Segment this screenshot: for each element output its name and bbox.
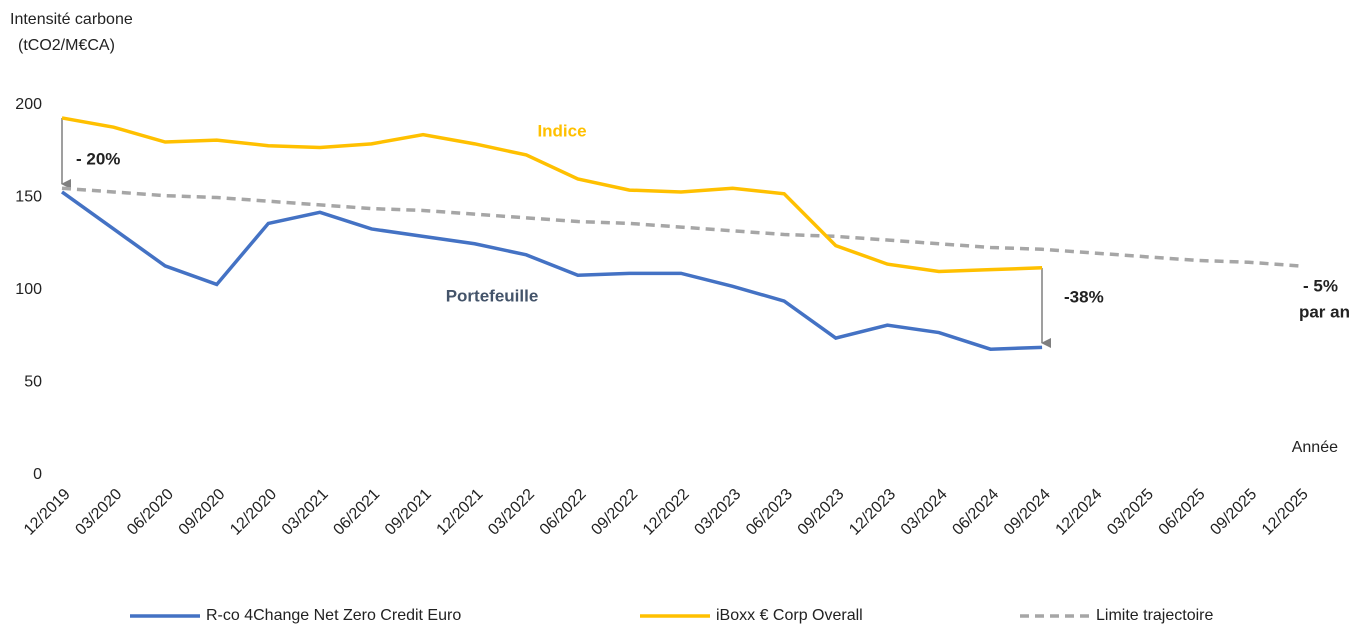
y-axis-label: (tCO2/M€CA) (18, 37, 115, 54)
annotation: - 20% (76, 149, 120, 168)
annotation: Indice (537, 121, 586, 140)
x-tick-label: 09/2024 (1001, 486, 1054, 539)
x-tick-label: 06/2022 (537, 486, 590, 539)
legend-label: iBoxx € Corp Overall (716, 607, 863, 624)
x-tick-label: 09/2025 (1207, 486, 1260, 539)
x-tick-label: 09/2023 (795, 486, 848, 539)
x-tick-label: 12/2020 (227, 486, 280, 539)
annotation: par an (1299, 302, 1350, 321)
x-tick-label: 03/2024 (898, 486, 951, 539)
y-tick-label: 100 (15, 281, 42, 298)
x-tick-label: 12/2025 (1259, 486, 1312, 539)
x-tick-label: 06/2021 (330, 486, 383, 539)
x-tick-label: 06/2024 (949, 486, 1002, 539)
x-tick-label: 12/2024 (1053, 486, 1106, 539)
x-tick-label: 12/2022 (640, 486, 693, 539)
x-tick-label: 06/2020 (124, 486, 177, 539)
y-tick-label: 50 (24, 374, 42, 391)
annotation: -38% (1064, 287, 1104, 306)
x-axis-label: Année (1292, 439, 1338, 456)
x-tick-label: 09/2020 (176, 486, 229, 539)
x-tick-label: 03/2025 (1104, 486, 1157, 539)
x-tick-label: 03/2021 (279, 486, 332, 539)
y-tick-label: 150 (15, 189, 42, 206)
y-tick-label: 0 (33, 466, 42, 483)
y-tick-label: 200 (15, 96, 42, 113)
x-tick-label: 03/2022 (485, 486, 538, 539)
x-tick-label: 06/2025 (1156, 486, 1209, 539)
legend-label: Limite trajectoire (1096, 607, 1213, 624)
x-tick-label: 12/2019 (21, 486, 74, 539)
legend-label: R-co 4Change Net Zero Credit Euro (206, 607, 461, 624)
x-tick-label: 09/2022 (588, 486, 641, 539)
x-tick-label: 03/2020 (72, 486, 125, 539)
series-line (60, 190, 1043, 351)
y-axis-label: Intensité carbone (10, 11, 133, 28)
x-tick-label: 09/2021 (382, 486, 435, 539)
x-tick-label: 03/2023 (691, 486, 744, 539)
x-tick-label: 06/2023 (743, 486, 796, 539)
series-line (61, 116, 1043, 274)
x-tick-label: 12/2021 (434, 486, 487, 539)
series-line (61, 186, 1301, 268)
annotation: - 5% (1303, 276, 1338, 295)
annotation: Portefeuille (446, 286, 539, 305)
x-tick-label: 12/2023 (846, 486, 899, 539)
